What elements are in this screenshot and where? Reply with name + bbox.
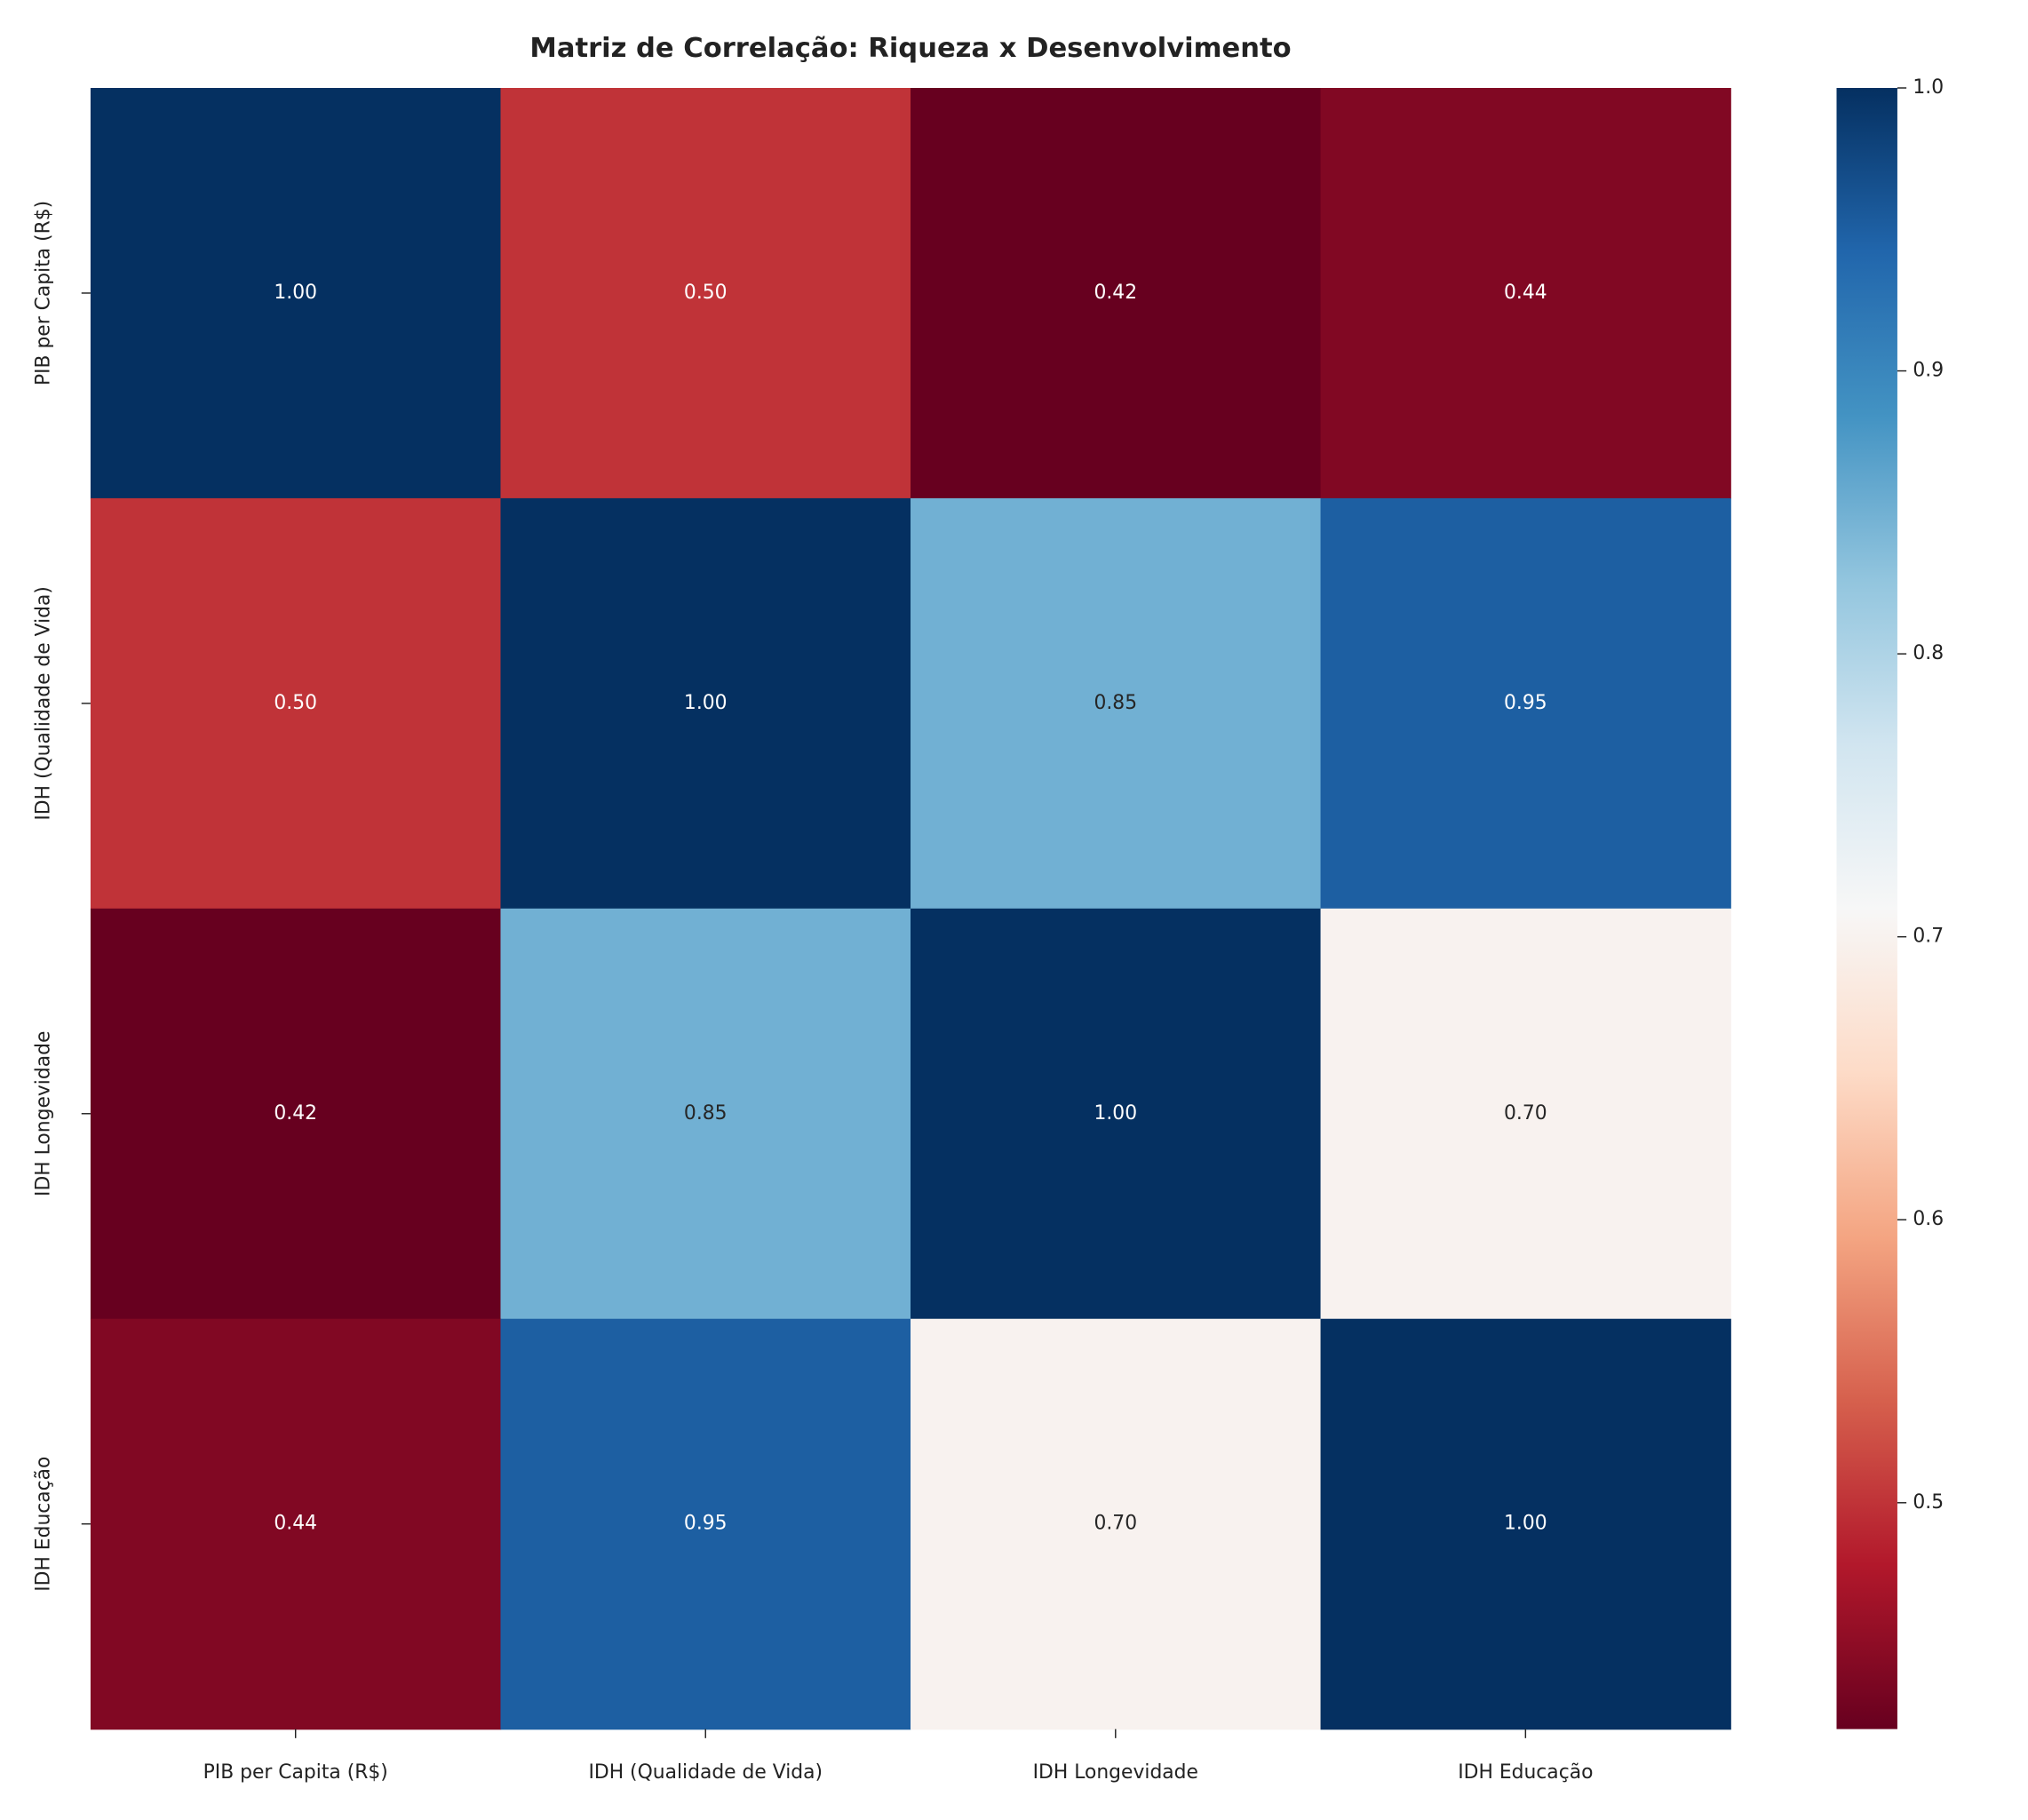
y-tick-label: IDH Educação (33, 1457, 55, 1592)
cell-label: 0.70 (1094, 1513, 1137, 1535)
cell-label: 0.42 (1094, 282, 1137, 304)
y-tick-label: PIB per Capita (R$) (33, 201, 55, 385)
colorbar-tick-label: 0.6 (1913, 1208, 1944, 1230)
colorbar-tick-label: 0.7 (1913, 926, 1944, 948)
x-tick-label: IDH Educação (1458, 1761, 1593, 1784)
colorbar-tick-label: 0.5 (1913, 1491, 1944, 1514)
cell-label: 0.42 (274, 1102, 317, 1125)
heatmap-cell (90, 88, 502, 499)
heatmap-cell (500, 908, 911, 1320)
cell-label: 0.44 (274, 1513, 317, 1535)
heatmap-cell (1320, 88, 1731, 499)
heatmap-cell (1320, 908, 1731, 1320)
x-tick-label: IDH Longevidade (1033, 1761, 1198, 1784)
heatmap-cell (911, 1318, 1322, 1730)
y-tick-label: IDH (Qualidade de Vida) (33, 586, 55, 821)
cell-label: 0.85 (1094, 692, 1137, 714)
colorbar-tick-label: 1.0 (1913, 76, 1944, 99)
heatmap-cell (90, 908, 502, 1320)
x-tick-label: PIB per Capita (R$) (203, 1761, 388, 1784)
cell-label: 0.95 (1504, 692, 1547, 714)
cell-label: 0.44 (1504, 282, 1547, 304)
cell-label: 1.00 (1504, 1513, 1547, 1535)
heatmap-cell (90, 497, 502, 910)
x-tick-label: IDH (Qualidade de Vida) (588, 1761, 823, 1784)
heatmap-cell (911, 908, 1322, 1320)
cell-label: 0.85 (684, 1102, 728, 1125)
heatmap-cell (500, 88, 911, 499)
heatmap-cell (90, 1318, 502, 1730)
heatmap-cell (911, 497, 1322, 910)
cell-label: 0.50 (274, 692, 317, 714)
heatmap-cell (1320, 1318, 1731, 1730)
colorbar-tick-label: 0.9 (1913, 360, 1944, 382)
cell-label: 0.50 (684, 282, 728, 304)
heatmap-cell (500, 497, 911, 910)
heatmap-cell (1320, 497, 1731, 910)
colorbar (1836, 88, 1897, 1729)
cell-label: 1.00 (684, 692, 728, 714)
y-tick-label: IDH Longevidade (33, 1031, 55, 1196)
cell-label: 1.00 (1094, 1102, 1137, 1125)
heatmap-cell (500, 1318, 911, 1730)
cell-label: 0.95 (684, 1513, 728, 1535)
heatmap-cell (911, 88, 1322, 499)
chart-title: Matriz de Correlação: Riqueza x Desenvol… (529, 33, 1291, 64)
cell-label: 1.00 (274, 282, 317, 304)
colorbar-tick-label: 0.8 (1913, 642, 1944, 664)
cell-label: 0.70 (1504, 1102, 1547, 1125)
